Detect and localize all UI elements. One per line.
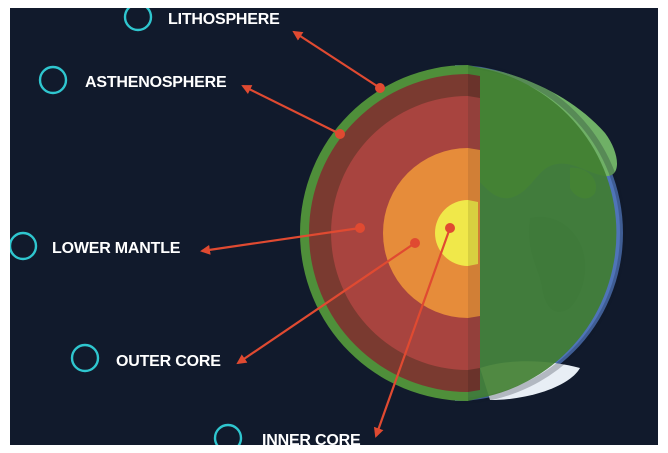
- outer-core-layer: [383, 148, 468, 318]
- layer-option-asthenosphere[interactable]: ASTHENOSPHERE: [38, 65, 227, 95]
- pointer-inner-core: [373, 223, 455, 438]
- lithosphere-marker-dot: [375, 83, 385, 93]
- asthenosphere-radio-button[interactable]: [38, 65, 68, 95]
- outer-core-label: OUTER CORE: [116, 353, 221, 370]
- inner-core-radio-button[interactable]: [213, 423, 243, 445]
- layer-option-inner-core[interactable]: INNER CORE: [213, 423, 361, 445]
- pointer-asthenosphere: [241, 85, 345, 139]
- earth-layers-diagram: LITHOSPHERE ASTHENOSPHERE LOWER MANTLE O…: [10, 8, 626, 445]
- outer-core-radio-button[interactable]: [70, 343, 100, 373]
- lower-mantle-marker-dot: [355, 223, 365, 233]
- lithosphere-radio-button[interactable]: [123, 8, 153, 32]
- inner-core-label: INNER CORE: [262, 432, 361, 445]
- earth-layers-panel: LITHOSPHERE ASTHENOSPHERE LOWER MANTLE O…: [10, 8, 658, 445]
- lower-mantle-radio-button[interactable]: [10, 231, 38, 261]
- layer-option-lithosphere[interactable]: LITHOSPHERE: [123, 8, 280, 32]
- pointer-lower-mantle: [200, 223, 365, 255]
- layer-option-lower-mantle[interactable]: LOWER MANTLE: [10, 231, 181, 261]
- lithosphere-label: LITHOSPHERE: [168, 11, 280, 28]
- asthenosphere-marker-dot: [335, 129, 345, 139]
- earth-globe: [300, 62, 626, 404]
- pointer-lithosphere: [292, 30, 385, 93]
- asthenosphere-label: ASTHENOSPHERE: [85, 74, 227, 91]
- lower-mantle-label: LOWER MANTLE: [52, 240, 181, 257]
- pointer-outer-core: [236, 238, 420, 365]
- outer-core-marker-dot: [410, 238, 420, 248]
- inner-core-marker-dot: [445, 223, 455, 233]
- layer-option-outer-core[interactable]: OUTER CORE: [70, 343, 221, 373]
